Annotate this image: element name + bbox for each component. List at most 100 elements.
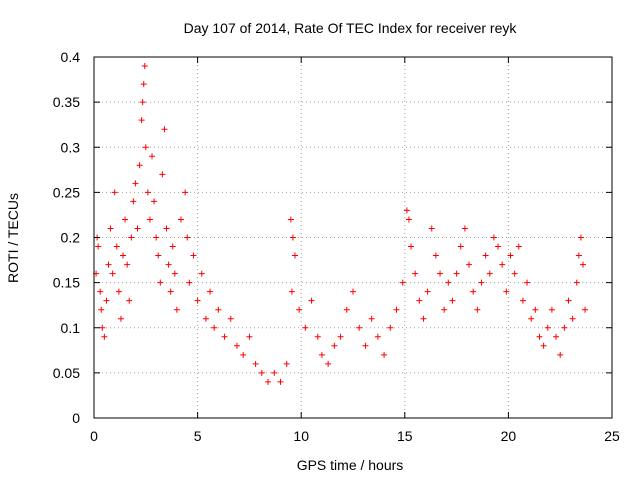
data-point <box>142 144 149 151</box>
data-point <box>453 270 460 277</box>
data-point <box>569 315 576 322</box>
data-point <box>113 243 120 250</box>
data-point <box>466 261 473 268</box>
data-point <box>178 216 185 223</box>
data-point <box>350 288 356 295</box>
data-point <box>120 252 127 259</box>
data-point <box>408 243 415 250</box>
data-point <box>557 351 564 358</box>
data-point <box>368 315 375 322</box>
data-point <box>503 288 510 295</box>
x-axis-label: GPS time / hours <box>297 457 404 473</box>
data-point <box>474 306 481 313</box>
y-tick-label: 0.25 <box>53 184 80 200</box>
data-point <box>499 261 506 268</box>
data-point <box>507 252 514 259</box>
data-point <box>167 288 174 295</box>
data-point <box>528 315 535 322</box>
data-point <box>252 360 259 367</box>
data-point <box>140 81 147 88</box>
data-point <box>362 342 369 349</box>
data-point <box>233 342 240 349</box>
data-point <box>561 324 568 331</box>
data-point <box>258 369 265 376</box>
data-point <box>548 306 555 313</box>
data-point <box>128 234 135 241</box>
data-point <box>122 216 129 223</box>
data-point <box>470 288 477 295</box>
data-point <box>486 270 493 277</box>
y-tick-label: 0.05 <box>53 365 80 381</box>
y-tick-label: 0 <box>72 410 80 426</box>
data-point <box>532 306 539 313</box>
data-point <box>157 279 164 286</box>
data-point <box>277 378 284 385</box>
data-point <box>582 306 589 313</box>
data-point <box>449 297 456 304</box>
data-point <box>515 243 522 250</box>
data-point <box>126 297 133 304</box>
data-point <box>117 315 124 322</box>
data-point <box>198 270 205 277</box>
data-point <box>171 270 178 277</box>
data-point <box>111 189 118 196</box>
data-point <box>134 225 141 232</box>
data-point <box>144 189 151 196</box>
data-point <box>495 243 502 250</box>
x-tick-label: 0 <box>90 428 98 444</box>
data-point <box>540 342 547 349</box>
data-point <box>289 234 296 241</box>
data-point <box>524 279 531 286</box>
data-point <box>288 288 295 295</box>
data-point <box>420 315 427 322</box>
data-point <box>173 306 180 313</box>
data-point <box>97 288 104 295</box>
data-point <box>343 306 350 313</box>
data-point <box>461 225 468 232</box>
data-point <box>579 261 586 268</box>
y-tick-label: 0.15 <box>53 275 80 291</box>
data-point <box>155 252 162 259</box>
y-tick-label: 0.1 <box>61 320 81 336</box>
data-point <box>428 225 435 232</box>
data-point <box>105 261 112 268</box>
data-point <box>511 270 518 277</box>
data-point <box>246 333 253 340</box>
data-point <box>186 279 193 286</box>
data-point <box>573 279 580 286</box>
data-point <box>107 225 114 232</box>
data-point <box>437 270 444 277</box>
data-point <box>331 342 338 349</box>
data-point <box>302 324 309 331</box>
data-point <box>291 252 298 259</box>
data-point <box>146 216 153 223</box>
data-point <box>194 297 201 304</box>
data-point <box>577 234 584 241</box>
data-point <box>296 306 303 313</box>
data-point <box>271 369 278 376</box>
data-point <box>202 315 209 322</box>
data-point <box>190 252 197 259</box>
data-point <box>165 261 172 268</box>
data-point <box>405 216 412 223</box>
data-point <box>412 270 419 277</box>
data-point <box>432 252 439 259</box>
data-point <box>141 63 148 70</box>
data-point <box>553 333 560 340</box>
data-point <box>265 378 272 385</box>
data-point <box>544 324 551 331</box>
grid <box>94 57 612 418</box>
data-point <box>130 198 137 205</box>
data-point <box>445 279 452 286</box>
data-point <box>393 306 400 313</box>
data-point <box>139 99 146 106</box>
data-point <box>221 333 228 340</box>
data-point <box>109 270 116 277</box>
data-point <box>536 333 543 340</box>
data-point <box>98 306 105 313</box>
data-point <box>124 261 131 268</box>
data-point <box>211 324 218 331</box>
data-point <box>416 297 423 304</box>
data-point <box>215 306 222 313</box>
data-point <box>153 234 160 241</box>
